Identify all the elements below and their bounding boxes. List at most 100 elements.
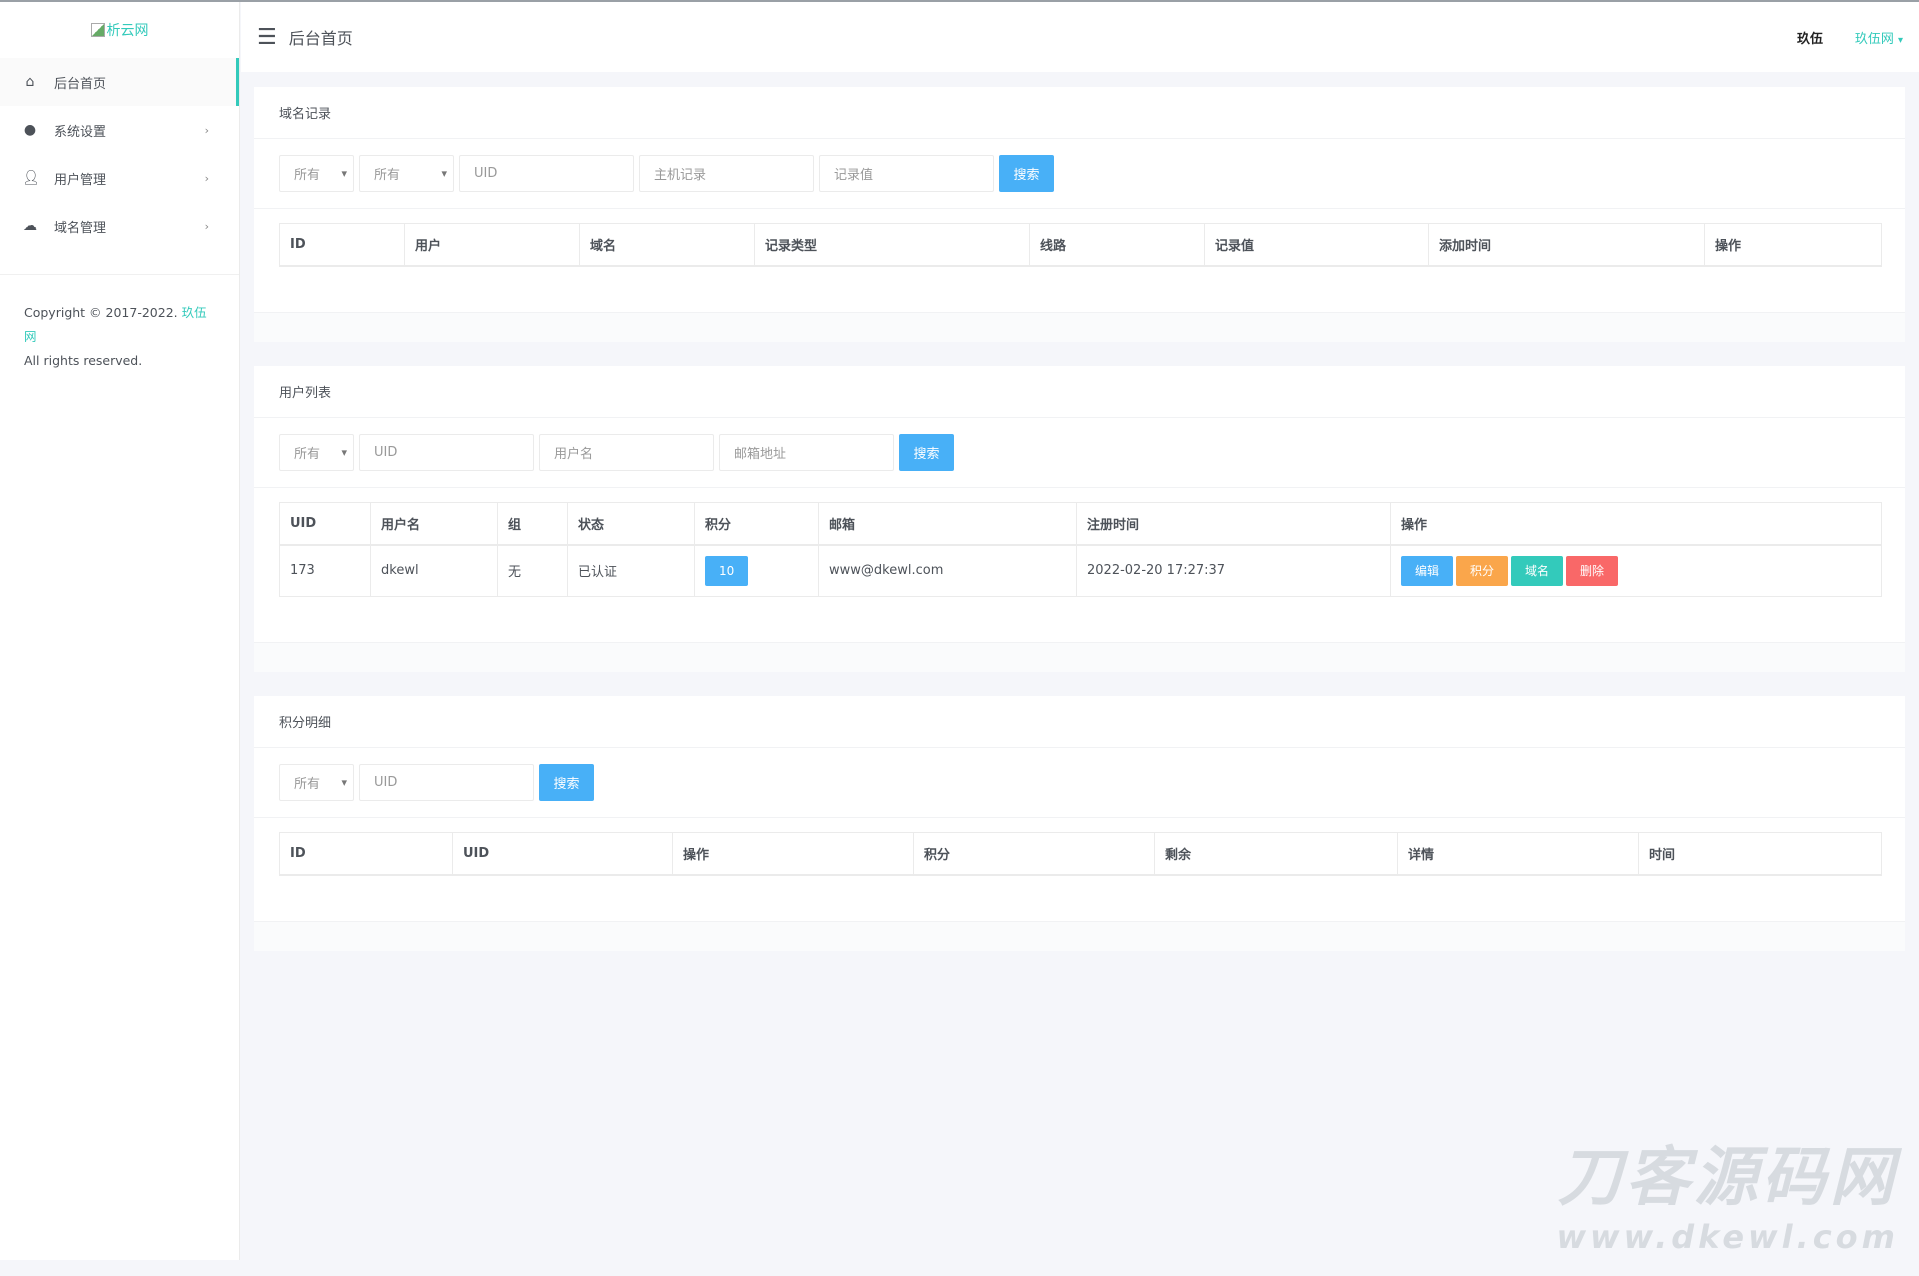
- cell-uid: 173: [279, 544, 371, 597]
- cell-status: 已认证: [567, 544, 695, 597]
- points-detail-table: ID UID 操作 积分 剩余 详情 时间: [279, 832, 1882, 876]
- menu-toggle-icon[interactable]: ☰: [257, 24, 277, 50]
- watermark-line2: www.dkewl.com: [1556, 1218, 1899, 1256]
- column-header: 添加时间: [1428, 223, 1705, 267]
- column-header: ID: [279, 223, 405, 267]
- watermark-line1: 刀客源码网: [1557, 1141, 1898, 1215]
- edit-button[interactable]: 编辑: [1401, 555, 1454, 586]
- cell-email: www@dkewl.com: [818, 544, 1077, 597]
- cell-points: 10: [694, 544, 819, 597]
- brand-link[interactable]: 玖伍网: [24, 305, 207, 344]
- select-value: 所有: [294, 168, 321, 183]
- column-header: 积分: [694, 502, 819, 546]
- column-header: 时间: [1638, 832, 1882, 876]
- cell-registered: 2022-02-20 17:27:37: [1076, 544, 1391, 597]
- site-dropdown[interactable]: 玖伍网 ▾: [1855, 28, 1903, 47]
- column-header: 操作: [1704, 223, 1882, 267]
- placeholder: 记录值: [834, 168, 874, 183]
- sidebar-item-domain-management[interactable]: ☁ 域名管理 ›: [0, 202, 239, 250]
- domain-records-table: ID 用户 域名 记录类型 线路 记录值 添加时间 操作: [279, 223, 1882, 267]
- cell-actions: 编辑 积分 域名 删除: [1390, 544, 1882, 597]
- panel-title: 域名记录: [254, 87, 1905, 139]
- points-badge[interactable]: 10: [705, 555, 749, 586]
- select-value: 所有: [294, 777, 321, 792]
- column-header: 用户名: [370, 502, 498, 546]
- user-icon: 👤︎: [22, 170, 40, 186]
- table-row: 173 dkewl 无 已认证 10 www@dkewl.com 2022-02…: [279, 544, 1882, 597]
- sidebar-item-home[interactable]: ⌂ 后台首页: [0, 58, 239, 106]
- table-header: UID 用户名组状态 积分 邮箱 注册时间 操作: [279, 502, 1882, 546]
- uid-input[interactable]: UID: [359, 434, 534, 471]
- uid-input[interactable]: UID: [359, 764, 534, 801]
- filter-bar: 所有 UID 搜索: [254, 748, 1905, 818]
- column-header: 记录类型: [754, 223, 1030, 267]
- placeholder: UID: [474, 166, 498, 181]
- header: ☰ 后台首页 玖伍 玖伍网 ▾: [241, 2, 1919, 72]
- uid-input[interactable]: UID: [459, 155, 634, 192]
- sidebar-item-user-management[interactable]: 👤︎ 用户管理 ›: [0, 154, 239, 202]
- sidebar-item-label: 用户管理: [54, 172, 107, 188]
- filter-select[interactable]: 所有: [279, 434, 354, 471]
- points-button[interactable]: 积分: [1456, 555, 1509, 586]
- column-header: 邮箱: [818, 502, 1077, 546]
- host-record-input[interactable]: 主机记录: [639, 155, 814, 192]
- logo-alt-text: 析云网: [106, 23, 149, 39]
- panel-title: 用户列表: [254, 366, 1905, 418]
- watermark: 刀客源码网 www.dkewl.com: [1556, 1126, 1899, 1256]
- delete-button[interactable]: 删除: [1566, 555, 1619, 586]
- panel-footer: [254, 312, 1905, 342]
- filter-bar: 所有 所有 UID 主机记录 记录值 搜索: [254, 139, 1905, 209]
- chevron-right-icon: ›: [204, 171, 209, 185]
- filter-select-1[interactable]: 所有: [279, 155, 354, 192]
- username-input[interactable]: 用户名: [539, 434, 714, 471]
- sidebar-item-system-settings[interactable]: ● 系统设置 ›: [0, 106, 239, 154]
- placeholder: UID: [374, 775, 398, 790]
- sidebar-item-label: 后台首页: [54, 76, 107, 92]
- username: 玖伍: [1796, 31, 1823, 47]
- domain-records-panel: 域名记录 所有 所有 UID 主机记录 记录值 搜索 ID用户域名记录类型线路记…: [254, 87, 1905, 342]
- column-header: 剩余: [1154, 832, 1398, 876]
- column-header: UID: [452, 832, 673, 876]
- page-title: 后台首页: [288, 29, 353, 48]
- broken-image-icon: [90, 23, 105, 37]
- search-button[interactable]: 搜索: [899, 434, 954, 471]
- placeholder: 邮箱地址: [734, 447, 787, 462]
- column-header: 组: [497, 502, 568, 546]
- panel-footer: [254, 642, 1905, 672]
- site-label: 玖伍网: [1854, 31, 1894, 47]
- filter-select-2[interactable]: 所有: [359, 155, 454, 192]
- column-header: 状态: [567, 502, 695, 546]
- user-list-panel: 用户列表 所有 UID 用户名 邮箱地址 搜索 UID用户名组状态积分邮箱注册时…: [254, 366, 1905, 672]
- column-header: 详情: [1397, 832, 1639, 876]
- cell-group: 无: [497, 544, 568, 597]
- panel-title: 积分明细: [254, 696, 1905, 748]
- sidebar: 析云网 ⌂ 后台首页 ● 系统设置 › 👤︎ 用户管理 › ☁ 域名管理 › Copyrigh…: [0, 2, 240, 1260]
- cell-username: dkewl: [370, 544, 498, 597]
- placeholder: 主机记录: [654, 168, 707, 183]
- record-value-input[interactable]: 记录值: [819, 155, 994, 192]
- copyright-text: Copyright © 2017-2022.: [24, 305, 178, 320]
- column-header: 线路: [1029, 223, 1205, 267]
- home-icon: ⌂: [25, 74, 35, 90]
- column-header: 积分: [913, 832, 1155, 876]
- sidebar-item-label: 域名管理: [54, 220, 107, 236]
- caret-down-icon: ▾: [1897, 34, 1903, 46]
- placeholder: UID: [374, 445, 398, 460]
- email-input[interactable]: 邮箱地址: [719, 434, 894, 471]
- panel-footer: [254, 921, 1905, 951]
- column-header: UID: [279, 502, 371, 546]
- search-button[interactable]: 搜索: [539, 764, 594, 801]
- column-header: ID: [279, 832, 453, 876]
- chevron-right-icon: ›: [204, 123, 209, 137]
- column-header: 用户: [404, 223, 580, 267]
- user-list-table: UID 用户名组状态 积分 邮箱 注册时间 操作 173 dkewl 无 已认证 10 w…: [279, 502, 1882, 597]
- domain-button[interactable]: 域名: [1511, 555, 1564, 586]
- search-button[interactable]: 搜索: [999, 155, 1054, 192]
- logo[interactable]: 析云网: [0, 2, 239, 58]
- sidebar-footer: Copyright © 2017-2022. 玖伍网 All rights re…: [0, 274, 239, 399]
- sidebar-item-label: 系统设置: [54, 124, 107, 140]
- filter-select[interactable]: 所有: [279, 764, 354, 801]
- chevron-right-icon: ›: [204, 219, 209, 233]
- palette-icon: ●: [23, 122, 37, 138]
